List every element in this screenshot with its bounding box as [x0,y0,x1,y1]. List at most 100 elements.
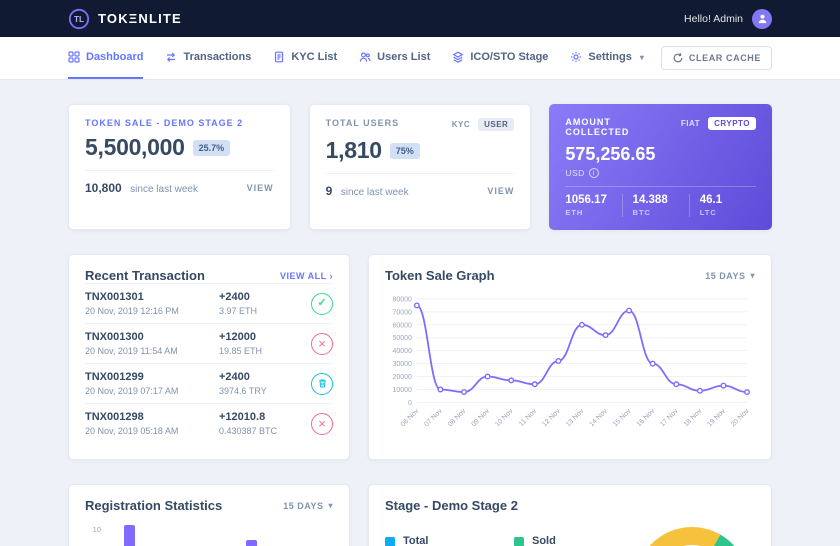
avatar[interactable] [752,8,772,29]
sold-color-swatch [514,537,524,546]
stage-card: Stage - Demo Stage 2 Total 5,500,000 [368,484,772,546]
stage-title: Stage - Demo Stage 2 [385,498,518,514]
reg-stats-range-dropdown[interactable]: 15 DAYS ▾ [283,500,333,511]
svg-text:30000: 30000 [393,361,412,368]
stats-row: TOKEN SALE - DEMO STAGE 2 5,500,000 25.7… [68,104,772,230]
svg-text:09 Nov: 09 Nov [470,407,491,428]
ico-sto-stage-icon [452,51,464,63]
clear-cache-button[interactable]: CLEAR CACHE [660,46,772,70]
svg-text:13 Nov: 13 Nov [565,407,586,428]
svg-text:80000: 80000 [393,296,412,303]
amount-collected-value: 575,256.65 [565,144,656,164]
transaction-date: 20 Nov, 2019 12:16 PM [85,306,179,316]
transaction-row: TNX001301 20 Nov, 2019 12:16 PM +2400 3.… [85,283,333,323]
clear-cache-label: CLEAR CACHE [688,53,761,63]
eth-value: 1056.17 [565,194,607,206]
amount-collected-title: AMOUNT COLLECTED [565,117,630,137]
bar [245,540,257,546]
total-color-swatch [385,537,395,546]
info-icon[interactable]: i [588,168,599,178]
recent-transactions-card: Recent Transaction VIEW ALL › TNX001301 … [68,254,350,461]
total-users-value: 1,810 [325,137,382,163]
token-sale-graph-card: Token Sale Graph 15 DAYS ▾ 0 10000 20000 300… [368,254,772,461]
svg-text:20 Nov: 20 Nov [730,407,751,428]
amount-collected-card: AMOUNT COLLECTED FIAT CRYPTO 575,256.65 … [549,104,772,230]
transaction-equivalent: 3.97 ETH [219,306,258,316]
stage-legend: Total 5,500,000 Sold 1,413,919 * [385,527,619,546]
crypto-col-btc: 14.388 BTC [621,194,689,217]
chevron-down-icon: ▾ [639,52,644,62]
transaction-row: TNX001298 20 Nov, 2019 05:18 AM +12010.8… [85,403,333,443]
user-icon [758,14,766,24]
transaction-status-icon[interactable]: × [311,332,333,355]
svg-text:08 Nov: 08 Nov [447,407,468,428]
transaction-status-icon[interactable]: × [311,412,333,435]
legend-item-sold: Sold 1,413,919 * [514,535,619,546]
transaction-amount: +2400 [219,291,250,303]
transaction-id: TNX001299 [85,371,144,383]
transaction-date: 20 Nov, 2019 05:18 AM [85,426,179,436]
nav-label: KYC List [291,51,338,63]
transaction-date: 20 Nov, 2019 11:54 AM [85,346,178,356]
transaction-equivalent: 0.430387 BTC [219,426,278,436]
total-users-card: TOTAL USERS KYC USER 1,810 75% 9 since l… [308,104,532,230]
total-users-percent-badge: 75% [389,142,420,159]
token-sale-title: TOKEN SALE - DEMO STAGE 2 [85,118,244,128]
brand[interactable]: TL TOKΞNLITE [68,8,182,30]
nav-label: Settings [588,51,632,63]
token-sale-percent-badge: 25.7% [192,139,231,156]
main-nav: Dashboard Transactions KYC List Users Li… [0,37,840,80]
crypto-col-eth: 1056.17 ETH [565,194,621,217]
users-list-icon [359,52,371,62]
transaction-amount: +12000 [219,331,257,343]
crypto-col-ltc: 46.1 LTC [688,194,756,217]
dashboard-content: TOKEN SALE - DEMO STAGE 2 5,500,000 25.7… [68,80,772,546]
transaction-status-icon[interactable]: ✓ [311,292,333,315]
recent-transactions-title: Recent Transaction [85,268,205,283]
svg-text:06 Nov: 06 Nov [400,407,421,428]
svg-text:11 Nov: 11 Nov [518,407,539,428]
nav-item-kyc-list[interactable]: KYC List [273,37,337,79]
svg-text:60000: 60000 [393,322,412,329]
btc-value: 14.388 [632,194,668,206]
eth-unit: ETH [565,208,584,217]
nav-item-settings[interactable]: Settings ▾ [570,37,644,79]
svg-text:20000: 20000 [393,374,412,381]
middle-row: Recent Transaction VIEW ALL › TNX001301 … [68,254,772,461]
settings-gear-icon [571,51,582,63]
token-sale-view-link[interactable]: VIEW [246,183,274,193]
transaction-row: TNX001300 20 Nov, 2019 11:54 AM +12000 1… [85,323,333,363]
svg-text:10 Nov: 10 Nov [494,407,515,428]
nav-item-users-list[interactable]: Users List [359,37,430,79]
transaction-row: TNX001299 20 Nov, 2019 07:17 AM +2400 39… [85,363,333,403]
bar-chart-plot [109,525,333,546]
token-sale-delta: 10,800 [85,181,122,195]
total-users-delta: 9 [325,184,333,198]
svg-text:19 Nov: 19 Nov [706,407,727,428]
user-tab[interactable]: USER [478,118,515,131]
graph-range-dropdown[interactable]: 15 DAYS ▾ [705,270,755,281]
svg-text:07 Nov: 07 Nov [423,407,444,428]
stage-donut-chart: 5,500,000 TLE [635,527,749,546]
chevron-down-icon: ▾ [750,271,755,280]
transaction-id: TNX001301 [85,291,144,303]
greeting-text: Hello! Admin [684,12,743,25]
nav-item-ico-sto-stage[interactable]: ICO/STO Stage [452,37,548,79]
total-users-view-link[interactable]: VIEW [487,186,515,196]
kyc-tab[interactable]: KYC [451,120,471,129]
registration-statistics-card: Registration Statistics 15 DAYS▾ 1086420 [68,484,350,546]
token-sale-graph-title: Token Sale Graph [385,268,495,283]
transaction-equivalent: 19.85 ETH [219,346,263,356]
registration-statistics-title: Registration Statistics [85,498,223,514]
transaction-amount: +2400 [219,371,250,383]
nav-item-transactions[interactable]: Transactions [165,37,251,79]
transaction-status-icon[interactable] [311,372,333,395]
view-all-link[interactable]: VIEW ALL › [280,270,333,281]
refresh-icon [673,53,683,63]
amount-currency: USD [565,168,585,178]
nav-item-dashboard[interactable]: Dashboard [68,37,144,79]
crypto-tab[interactable]: CRYPTO [708,117,756,130]
svg-text:16 Nov: 16 Nov [636,407,657,428]
bar-chart-y-axis: 1086420 [92,525,101,535]
fiat-tab[interactable]: FIAT [680,119,701,128]
